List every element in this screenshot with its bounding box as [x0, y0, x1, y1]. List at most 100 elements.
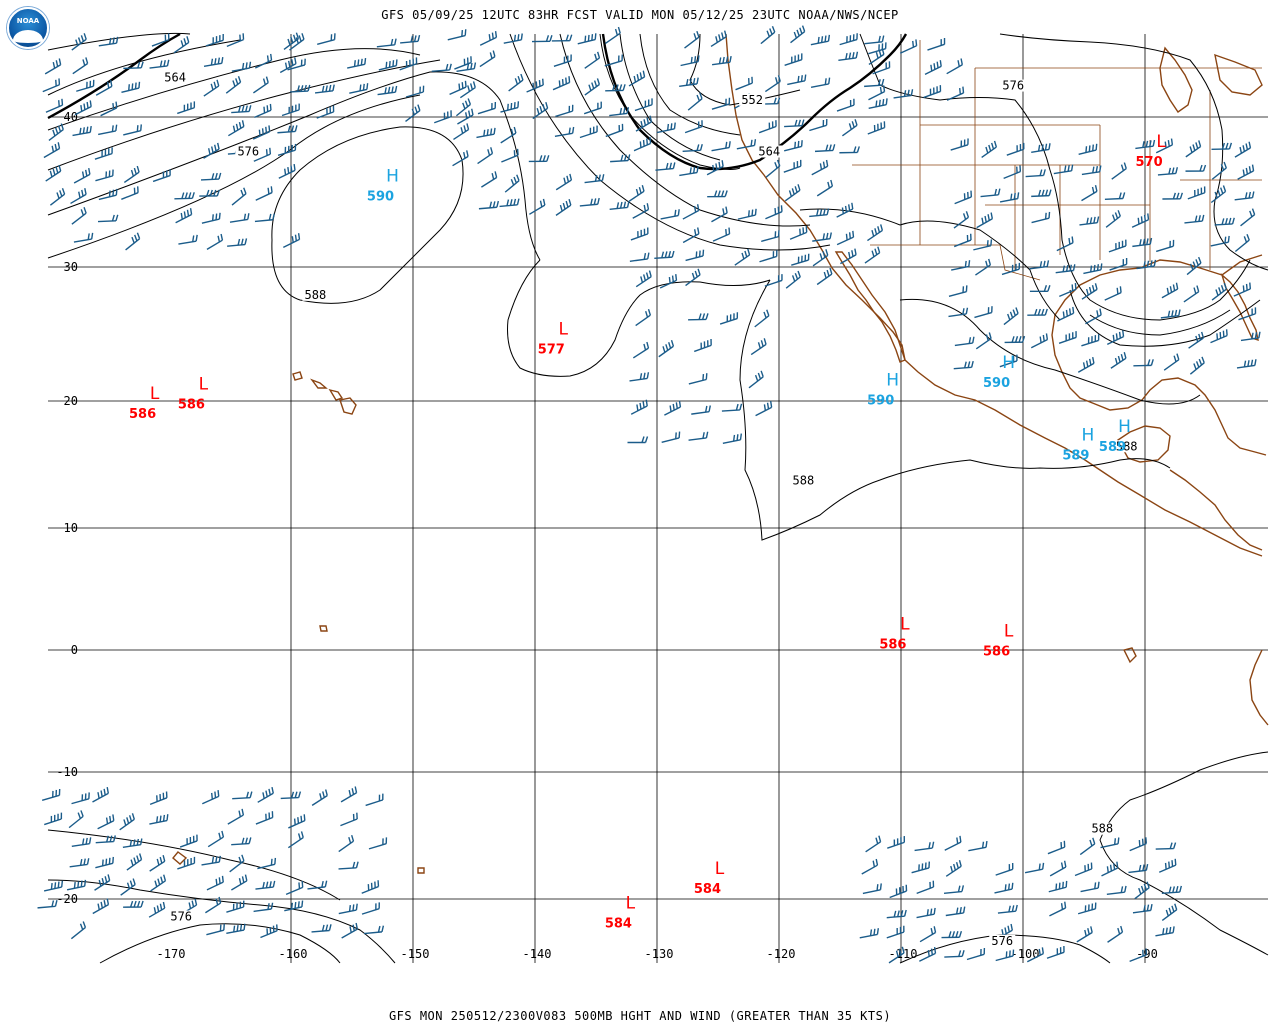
height-contour [47, 879, 396, 964]
wind-barb-feather [1194, 215, 1198, 222]
wind-barb [1108, 239, 1127, 253]
wind-barb-feather [643, 253, 647, 260]
wind-barb-feather [733, 313, 735, 320]
wind-barb-feather [1145, 837, 1147, 844]
wind-barb-feather [620, 154, 624, 162]
wind-barb-feather [328, 84, 332, 92]
wind-barb [368, 837, 388, 850]
wind-barb [175, 208, 193, 224]
wind-barb-staff [1214, 223, 1233, 226]
wind-barb [630, 399, 648, 415]
wind-barb-feather [708, 405, 711, 412]
wind-barb-feather [162, 854, 166, 862]
wind-barb-feather [596, 125, 598, 132]
wind-barb [228, 120, 245, 137]
wind-barb-feather [1254, 307, 1257, 314]
wind-barb-feather [52, 790, 54, 798]
wind-barb [254, 53, 273, 69]
wind-barb-feather [377, 880, 380, 887]
wind-barb [685, 268, 701, 287]
wind-barb-feather [271, 811, 274, 818]
wind-barb [377, 85, 398, 96]
wind-barb [456, 62, 477, 72]
wind-barb-feather [295, 37, 299, 44]
wind-barb-staff [1047, 846, 1065, 855]
wind-barb-feather [58, 164, 62, 172]
wind-barb-feather [804, 74, 807, 81]
noaa-logo-text: NOAA [16, 17, 40, 25]
wind-barb-feather [696, 30, 700, 38]
wind-barb-feather [641, 185, 645, 192]
wind-barb-feather [801, 255, 803, 263]
wind-barb-staff [119, 818, 135, 831]
latitude-label: 30 [64, 260, 78, 274]
wind-barb-feather [321, 924, 325, 932]
wind-barb-staff [954, 196, 972, 205]
wind-barb-feather [510, 128, 514, 136]
wind-barb-feather [297, 901, 300, 908]
wind-barb-feather [297, 233, 301, 240]
wind-barb [919, 946, 937, 962]
wind-barb-feather [106, 898, 110, 905]
wind-barb [500, 126, 517, 144]
wind-barb-feather [159, 815, 162, 822]
wind-barb-feather [619, 201, 623, 209]
contour-label: 576 [991, 934, 1013, 948]
wind-barb-feather [108, 190, 111, 197]
wind-barb-staff [123, 67, 142, 70]
wind-barb-staff [712, 233, 730, 242]
wind-barb-feather [966, 234, 969, 242]
wind-barb [311, 789, 328, 806]
wind-barb [203, 142, 220, 159]
wind-barb-feather [210, 146, 214, 153]
wind-barb-feather [898, 948, 902, 956]
wind-barb [177, 856, 196, 870]
wind-barb-feather [140, 61, 144, 69]
wind-barb-staff [629, 377, 648, 382]
wind-barb-feather [666, 123, 670, 131]
wind-barb-feather [970, 190, 973, 197]
wind-barb-feather [693, 229, 697, 236]
wind-barb-feather [491, 173, 495, 180]
wind-barb-feather [270, 902, 274, 910]
wind-barb-feather [218, 877, 221, 884]
wind-barb-feather [990, 212, 994, 219]
wind-barb-feather [287, 145, 290, 153]
wind-barb-staff [314, 90, 334, 94]
wind-barb-feather [356, 812, 358, 820]
wind-barb [684, 120, 703, 134]
wind-barb-staff [122, 843, 141, 849]
wind-barb-staff [1104, 291, 1122, 301]
wind-barb-staff [1031, 148, 1050, 154]
wind-barb-feather [1192, 261, 1197, 268]
wind-barb-feather [395, 59, 398, 66]
height-contour [639, 33, 741, 136]
wind-barb [1003, 307, 1019, 326]
wind-barb-feather [1043, 260, 1046, 268]
wind-barb-feather [1168, 907, 1172, 915]
wind-barb-feather [294, 234, 298, 242]
wind-barb-feather [882, 85, 886, 92]
wind-barb-staff [1025, 174, 1044, 178]
wind-barb-feather [81, 794, 84, 801]
wind-barb-feather [80, 35, 85, 42]
wind-barb [71, 792, 90, 805]
wind-barb-feather [905, 884, 908, 892]
coastline [339, 397, 357, 415]
wind-barb-feather [483, 129, 486, 137]
wind-barb-feather [137, 186, 139, 193]
wind-barb-feather [691, 272, 696, 280]
wind-barb [1085, 308, 1102, 325]
wind-barb-feather [265, 881, 269, 889]
wind-barb-feather [1176, 353, 1180, 360]
wind-barb [227, 238, 248, 247]
wind-barb-staff [1135, 145, 1154, 150]
wind-barb-feather [960, 58, 963, 65]
wind-barb-feather [265, 790, 268, 797]
wind-barb-feather [1118, 331, 1122, 339]
wind-barb-feather [325, 924, 329, 931]
wind-barb-feather [108, 170, 111, 177]
wind-barb-staff [994, 888, 1013, 894]
wind-barb-feather [52, 129, 56, 137]
wind-barb-feather [965, 285, 968, 292]
